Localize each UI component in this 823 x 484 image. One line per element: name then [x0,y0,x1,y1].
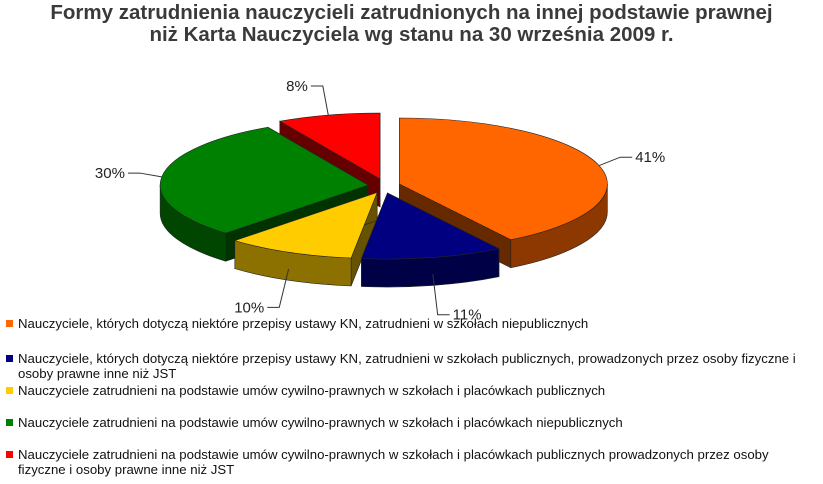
pie-slice-1 [360,192,500,288]
leader-line-2 [267,268,290,308]
legend-item-3: Nauczyciele zatrudnieni na podstawie umó… [6,415,818,430]
legend-item-4: Nauczyciele zatrudnieni na podstawie umó… [6,447,818,477]
legend-swatch-1 [6,355,13,362]
leader-line-1 [432,274,450,316]
legend-item-2: Nauczyciele zatrudnieni na podstawie umó… [6,383,818,398]
legend-label-0: Nauczyciele, których dotyczą niektóre pr… [18,316,589,331]
data-label-2: 10% [234,299,264,316]
legend-label-4: Nauczyciele zatrudnieni na podstawie umó… [18,447,769,477]
leader-line-3 [127,172,162,178]
chart-title-line-1: Formy zatrudnienia nauczycieli zatrudnio… [50,1,773,24]
legend-label-1: Nauczyciele, których dotyczą niektóre pr… [18,351,796,381]
chart-title-line-2: niż Karta Nauczyciela wg stanu na 30 wrz… [149,23,674,46]
chart-title: Formy zatrudnienia nauczycieli zatrudnio… [0,2,823,46]
data-label-4: 8% [286,78,308,95]
data-label-0: 41% [635,149,665,166]
pie-slice-0 [399,117,608,269]
leader-line-4 [310,85,329,116]
legend-swatch-2 [6,387,13,394]
legend-item-1: Nauczyciele, których dotyczą niektóre pr… [6,351,818,381]
legend-label-2: Nauczyciele zatrudnieni na podstawie umó… [18,383,606,398]
legend-item-0: Nauczyciele, których dotyczą niektóre pr… [6,316,818,331]
data-label-3: 30% [95,165,125,182]
leader-line-0 [598,156,633,167]
legend-label-3: Nauczyciele zatrudnieni na podstawie umó… [18,415,623,430]
legend-swatch-3 [6,419,13,426]
legend-swatch-4 [6,451,13,458]
data-label-1: 11% [453,307,482,324]
legend-swatch-0 [6,320,13,327]
pie-slice-2 [233,192,378,287]
